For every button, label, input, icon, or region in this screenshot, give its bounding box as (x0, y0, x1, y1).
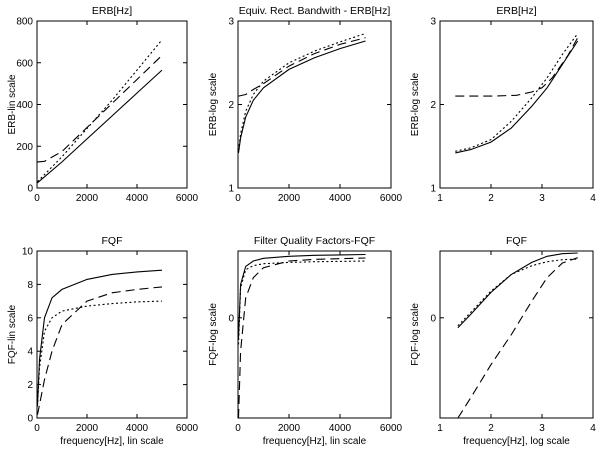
chart-panel-4: 0 2000 4000 6000 0 2 4 6 8 10 FQF FQF-lin scale freq… (7, 235, 199, 447)
series-line-dashed (455, 37, 579, 97)
x-tick-label: 2000 (278, 193, 301, 204)
y-axis-label: FQF-lin scale (7, 304, 18, 364)
y-tick-label: 0 (430, 313, 436, 324)
chart-title: FQF (102, 235, 123, 247)
axes-box (439, 20, 594, 189)
series-line-dashed (238, 37, 366, 97)
series-line-solid (37, 69, 163, 184)
chart-title: ERB[Hz] (92, 5, 132, 17)
y-tick-label: 4 (27, 347, 33, 358)
series-line-dashed (457, 257, 578, 418)
x-tick-label: 3 (539, 423, 545, 434)
chart-panel-5: 0 2000 4000 6000 0 Filter Quality Factors-FQF… (208, 235, 403, 447)
x-tick-label: 0 (235, 193, 241, 204)
x-tick-label: 6000 (176, 193, 199, 204)
x-tick-label: 1 (437, 423, 443, 434)
x-tick-label: 2000 (76, 423, 99, 434)
chart-title: ERB[Hz] (496, 5, 536, 17)
x-tick-label: 4000 (329, 193, 352, 204)
x-tick-label: 2000 (76, 193, 99, 204)
x-tick-label: 2 (488, 193, 494, 204)
x-axis-label: frequency[Hz], log scale (463, 436, 570, 447)
chart-title: Filter Quality Factors-FQF (254, 235, 375, 247)
x-tick-label: 0 (235, 423, 241, 434)
x-tick-label: 6000 (176, 423, 199, 434)
series-line-solid (457, 252, 578, 329)
y-tick-label: 8 (27, 280, 33, 291)
x-tick-label: 4000 (329, 423, 352, 434)
chart-title: Equiv. Rect. Bandwith - ERB[Hz] (239, 5, 391, 17)
axes-box (439, 250, 594, 419)
chart-panel-6: 1 2 3 4 0 FQF FQF-log scale frequency[Hz], log … (410, 235, 596, 447)
x-tick-label: 4000 (126, 423, 149, 434)
y-tick-label: 6 (27, 313, 33, 324)
y-tick-label: 400 (16, 100, 33, 111)
axes-box (36, 20, 188, 189)
x-tick-label: 4000 (126, 193, 149, 204)
x-tick-label: 3 (539, 193, 545, 204)
chart-title: FQF (506, 235, 527, 247)
y-tick-label: 3 (228, 17, 234, 28)
y-axis-label: ERB-log scale (208, 72, 219, 136)
axes-box (36, 250, 188, 419)
y-tick-label: 3 (430, 17, 436, 28)
series-line-solid (238, 40, 366, 153)
x-tick-label: 4 (590, 423, 596, 434)
series-line-dashed (37, 55, 163, 163)
series-line-dashed (238, 257, 366, 418)
y-tick-label: 0 (27, 184, 33, 195)
x-tick-label: 6000 (380, 423, 403, 434)
x-tick-label: 0 (34, 193, 40, 204)
x-tick-label: 4 (590, 193, 596, 204)
chart-panel-1: 0 2000 4000 6000 0 200 400 600 800 ERB[Hz] ERB-lin… (7, 5, 199, 204)
y-tick-label: 2 (228, 100, 234, 111)
x-tick-label: 2 (488, 423, 494, 434)
x-axis-label: frequency[Hz], lin scale (263, 436, 367, 447)
y-axis-label: FQF-log scale (208, 303, 219, 366)
y-tick-label: 1 (430, 184, 436, 195)
y-tick-label: 0 (228, 313, 234, 324)
x-axis-label: frequency[Hz], lin scale (60, 436, 164, 447)
y-tick-label: 2 (430, 100, 436, 111)
axes-box (237, 250, 392, 419)
y-axis-label: FQF-log scale (410, 303, 421, 366)
chart-panel-2: 0 2000 4000 6000 1 2 3 Equiv. Rect. Bandwith - … (208, 5, 403, 204)
x-tick-label: 0 (34, 423, 40, 434)
series-line-solid (238, 253, 366, 338)
series-line-solid (37, 269, 163, 405)
series-line-dashed (37, 286, 163, 415)
series-line-dotted (455, 33, 579, 152)
y-tick-label: 2 (27, 380, 33, 391)
axes-box (237, 20, 392, 189)
y-tick-label: 200 (16, 142, 33, 153)
x-tick-label: 1 (437, 193, 443, 204)
series-line-solid (455, 40, 579, 154)
series-line-dotted (37, 39, 163, 183)
y-axis-label: ERB-log scale (410, 72, 421, 136)
y-tick-label: 10 (22, 247, 34, 258)
y-tick-label: 1 (228, 184, 234, 195)
y-tick-label: 0 (27, 414, 33, 425)
x-tick-label: 6000 (380, 193, 403, 204)
y-axis-label: ERB-lin scale (7, 74, 18, 134)
x-tick-label: 2000 (278, 423, 301, 434)
series-line-dotted (37, 300, 163, 407)
y-tick-label: 600 (16, 58, 33, 69)
chart-panel-3: 1 2 3 4 1 2 3 ERB[Hz] ERB-log scale (410, 5, 596, 204)
series-line-dotted (238, 32, 366, 151)
y-tick-label: 800 (16, 17, 33, 28)
series-line-dotted (457, 258, 578, 327)
series-line-dotted (238, 260, 366, 345)
